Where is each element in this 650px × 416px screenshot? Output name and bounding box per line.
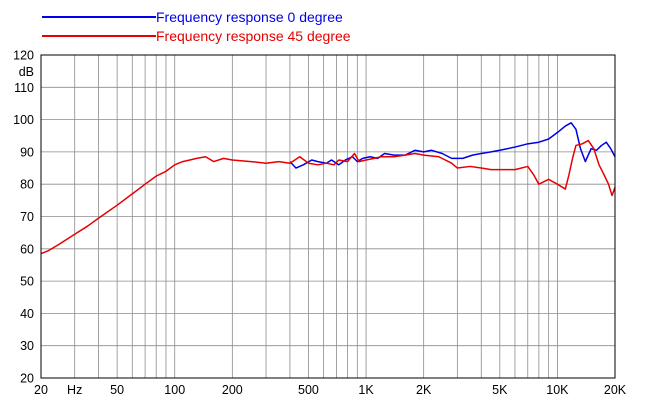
- x-tick-label: 20K: [604, 383, 627, 397]
- x-tick-label: 500: [298, 383, 319, 397]
- x-tick-label: 200: [222, 383, 243, 397]
- x-axis-ticks: 20 Hz 50 100 200 500 1K 2K 5K 10K 20K: [34, 383, 627, 397]
- y-tick-label: 90: [20, 145, 34, 159]
- y-tick-label: 110: [14, 81, 34, 95]
- x-tick-label: 2K: [416, 383, 432, 397]
- plot-frame: [40, 54, 616, 379]
- chart-legend: Frequency response 0 degree Frequency res…: [42, 9, 351, 44]
- x-tick-label: 100: [164, 383, 185, 397]
- series-line-1: [40, 139, 616, 255]
- y-tick-label: 100: [13, 113, 34, 127]
- y-tick-label: 60: [20, 242, 34, 256]
- y-axis-label: dB: [19, 65, 34, 79]
- y-tick-label: 70: [20, 210, 34, 224]
- legend-label: Frequency response 45 degree: [156, 28, 351, 44]
- x-tick-label: 10K: [546, 383, 569, 397]
- y-tick-label: 40: [20, 307, 34, 321]
- x-tick-label: 5K: [492, 383, 508, 397]
- chart-series: [40, 122, 616, 255]
- y-tick-label: 80: [20, 178, 34, 192]
- legend-label: Frequency response 0 degree: [156, 9, 343, 25]
- y-tick-label: 50: [20, 275, 34, 289]
- x-tick-label: 50: [110, 383, 124, 397]
- chart-grid: [41, 55, 615, 378]
- x-tick-label: 20: [34, 383, 48, 397]
- series-line-0: [289, 122, 616, 169]
- y-tick-label: 30: [20, 339, 34, 353]
- x-tick-label: Hz: [67, 383, 82, 397]
- y-axis-ticks: 20 30 40 50 60 70 80 90 100 110 120: [13, 49, 34, 386]
- y-tick-label: 20: [20, 372, 34, 386]
- y-tick-label: 120: [13, 49, 34, 63]
- x-tick-label: 1K: [358, 383, 374, 397]
